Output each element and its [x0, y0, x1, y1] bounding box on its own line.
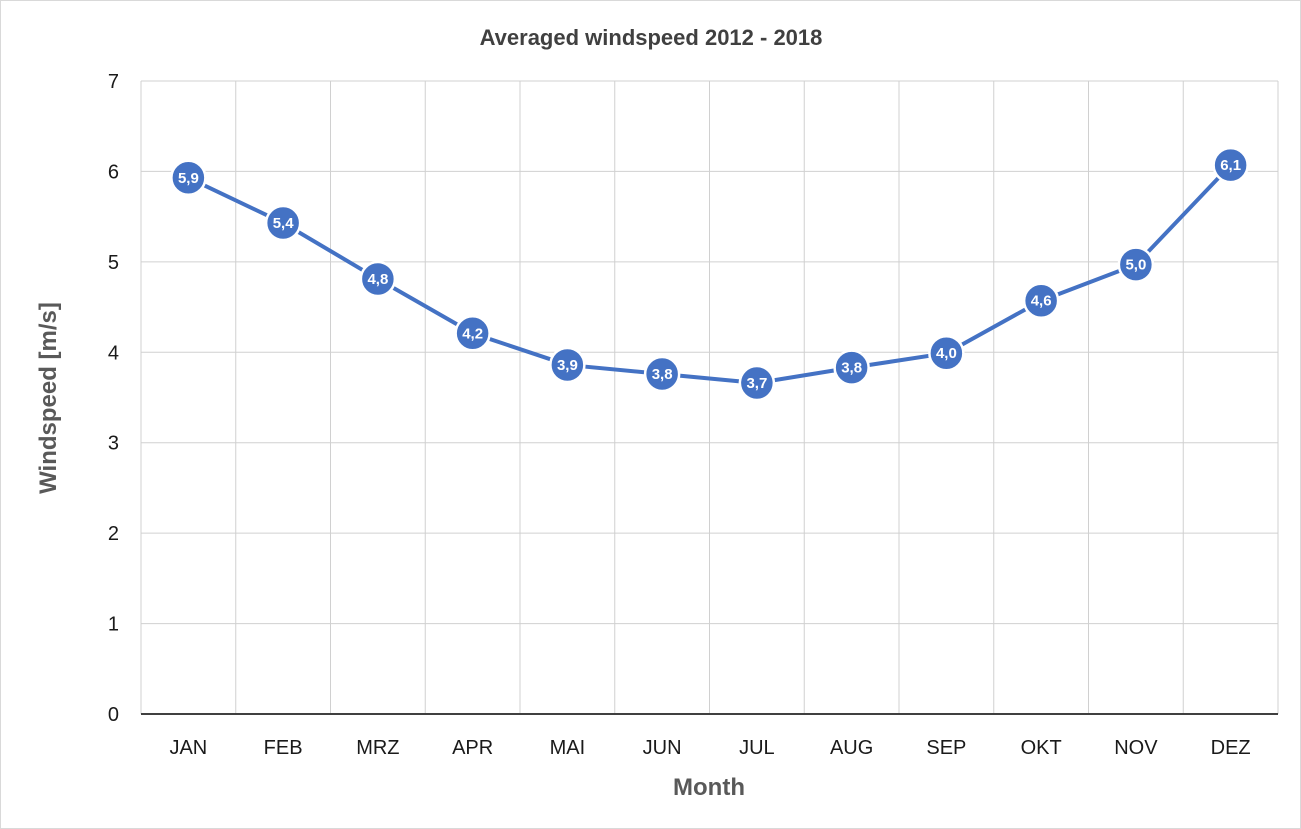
data-point-marker: [454, 315, 491, 352]
x-tick-label: OKT: [1021, 737, 1062, 759]
data-series: 5,9 5,4 4,8 4,2 3,9 3,8 3,7 3,8 4,0 4,6 5,0 6,1: [170, 146, 1249, 402]
data-label: 4,6: [1031, 293, 1052, 310]
data-point-marker: [1022, 282, 1060, 319]
data-label: 4,2: [462, 325, 483, 342]
y-tick-label: 1: [108, 614, 119, 636]
grid: [140, 80, 1279, 714]
data-label: 3,7: [746, 375, 767, 392]
data-label: 3,8: [652, 366, 673, 383]
x-tick-label: NOV: [1114, 737, 1158, 759]
data-point-marker: [643, 355, 681, 393]
tick-labels: 0 1 2 3 4 5 6 7 JAN FEB MRZ APR MAI JUN JUL AUG SEP OKT NO…: [108, 71, 1251, 759]
x-tick-label: FEB: [264, 737, 303, 759]
data-point-marker: [738, 364, 776, 402]
x-tick-label: JUL: [739, 737, 775, 759]
y-tick-label: 2: [108, 523, 119, 545]
x-tick-label: MRZ: [356, 737, 399, 759]
x-tick-label: DEZ: [1211, 737, 1251, 759]
x-tick-label: JAN: [169, 737, 207, 759]
data-label: 4,8: [367, 271, 388, 288]
data-label: 3,8: [841, 360, 862, 377]
data-label: 5,9: [178, 170, 199, 187]
data-point-marker: [359, 260, 397, 298]
data-label: 5,4: [273, 215, 295, 232]
data-point-marker: [1212, 146, 1249, 184]
x-tick-label: SEP: [926, 737, 966, 759]
data-point-marker: [549, 346, 586, 384]
x-axis-title: Month: [673, 774, 745, 801]
data-point-marker: [833, 349, 870, 386]
data-label: 3,9: [557, 357, 578, 374]
chart-title: Averaged windspeed 2012 - 2018: [480, 25, 823, 50]
data-label: 5,0: [1125, 257, 1146, 274]
x-tick-label: APR: [452, 737, 493, 759]
data-label: 6,1: [1220, 157, 1241, 174]
x-tick-label: AUG: [830, 737, 873, 759]
y-axis-title: Windspeed [m/s]: [35, 302, 62, 494]
y-tick-label: 0: [108, 704, 119, 726]
x-tick-label: JUN: [643, 737, 682, 759]
y-tick-label: 5: [108, 252, 119, 274]
data-point-marker: [928, 334, 965, 372]
y-tick-label: 7: [108, 71, 119, 93]
y-tick-label: 4: [108, 342, 119, 364]
data-point-marker: [170, 159, 207, 197]
x-tick-label: MAI: [550, 737, 586, 759]
y-tick-label: 3: [108, 433, 119, 455]
data-point-marker: [1117, 246, 1155, 283]
data-label: 4,0: [936, 345, 957, 362]
y-tick-label: 6: [108, 161, 119, 183]
data-point-marker: [264, 204, 302, 242]
